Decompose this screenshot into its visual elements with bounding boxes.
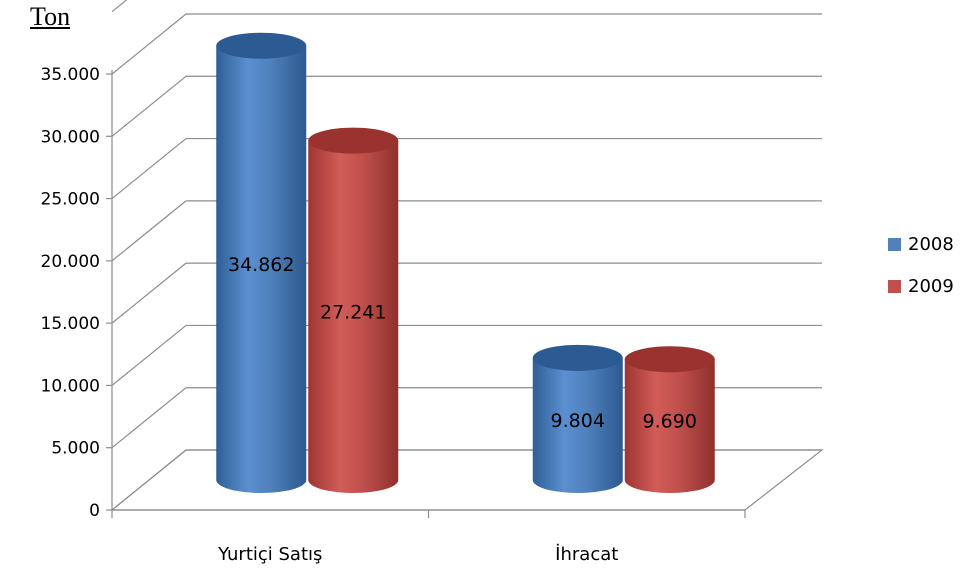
gridline-side: [111, 138, 187, 200]
bar-body: [624, 359, 715, 493]
x-tick-label: İhracat: [555, 544, 618, 565]
bar-2008-0: [216, 32, 307, 493]
gridline-side: [111, 324, 187, 386]
legend-label-2008: 2008: [908, 233, 954, 255]
bar-body: [308, 140, 399, 493]
data-label: 9.804: [551, 410, 605, 432]
legend-item-2009: 2009: [888, 272, 954, 300]
bar-top: [308, 127, 399, 154]
legend-swatch-2008: [888, 237, 901, 251]
bar-body: [532, 357, 623, 493]
bar-2009-1: [624, 346, 715, 493]
bar-2008-1: [532, 344, 623, 493]
y-tick-label: 35.000: [41, 65, 100, 85]
bar-top: [532, 344, 623, 371]
data-label: 34.862: [228, 254, 294, 276]
bars: [216, 32, 715, 493]
data-label: 27.241: [320, 301, 386, 323]
bar-2009-0: [308, 127, 399, 493]
y-tick-label: 10.000: [41, 376, 100, 396]
data-labels: 34.862 27.241 9.804 9.690: [228, 254, 697, 433]
legend-swatch-2009: [888, 279, 901, 293]
legend-item-2008: 2008: [888, 230, 954, 258]
gridline-side: [111, 387, 187, 449]
y-tick-label: 20.000: [41, 252, 100, 272]
gridline-side: [111, 0, 128, 13]
y-tick-label: 15.000: [41, 314, 100, 334]
y-axis-unit-label: Ton: [30, 2, 71, 31]
gridline-side: [111, 449, 187, 511]
gridline-side: [111, 75, 187, 137]
axes: 0 5.000 10.000 15.000 20.000 25.000 30.000 35.0…: [41, 65, 746, 565]
bar-top: [624, 346, 715, 373]
y-tick-label: 5.000: [51, 439, 100, 459]
gridline-side: [111, 13, 187, 75]
data-label: 9.690: [643, 411, 697, 433]
y-tick-label: 25.000: [41, 190, 100, 210]
y-tick-label: 0: [89, 501, 100, 521]
legend: 2008 2009: [888, 230, 954, 314]
x-tick-label: Yurtiçi Satış: [217, 544, 322, 565]
gridline-side: [111, 262, 187, 324]
bar-top: [216, 32, 307, 59]
y-tick-label: 30.000: [41, 127, 100, 147]
bar-body: [216, 45, 307, 493]
legend-label-2009: 2009: [908, 275, 954, 297]
gridline-side: [111, 200, 187, 262]
